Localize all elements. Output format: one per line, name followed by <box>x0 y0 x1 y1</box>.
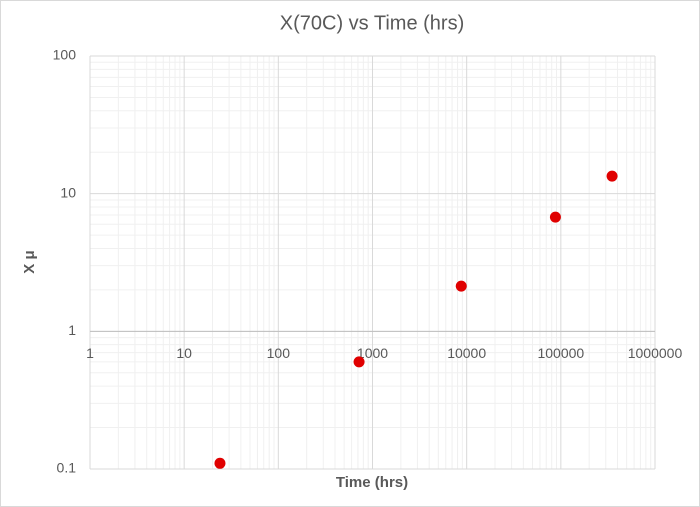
y-axis-title: X μ <box>21 250 38 273</box>
point <box>353 356 365 368</box>
point <box>455 280 467 292</box>
x-tick-label: 10 <box>176 345 192 361</box>
x-tick-label: 1000000 <box>628 345 683 361</box>
x-axis-title: Time (hrs) <box>336 474 408 491</box>
x-tick-label: 100 <box>267 345 291 361</box>
x-tick-label: 1 <box>86 345 94 361</box>
point <box>606 170 618 182</box>
point <box>549 211 561 223</box>
x-tick-label: 10000 <box>447 345 486 361</box>
y-tick-label: 1 <box>68 322 76 338</box>
x-tick-label: 100000 <box>537 345 584 361</box>
y-tick-label: 10 <box>60 184 76 200</box>
x-tick-label: 1000 <box>357 345 388 361</box>
chart-title: X(70C) vs Time (hrs) <box>280 12 464 34</box>
point <box>214 457 226 469</box>
y-tick-label: 0.1 <box>57 460 77 476</box>
y-tick-label: 100 <box>53 47 77 63</box>
